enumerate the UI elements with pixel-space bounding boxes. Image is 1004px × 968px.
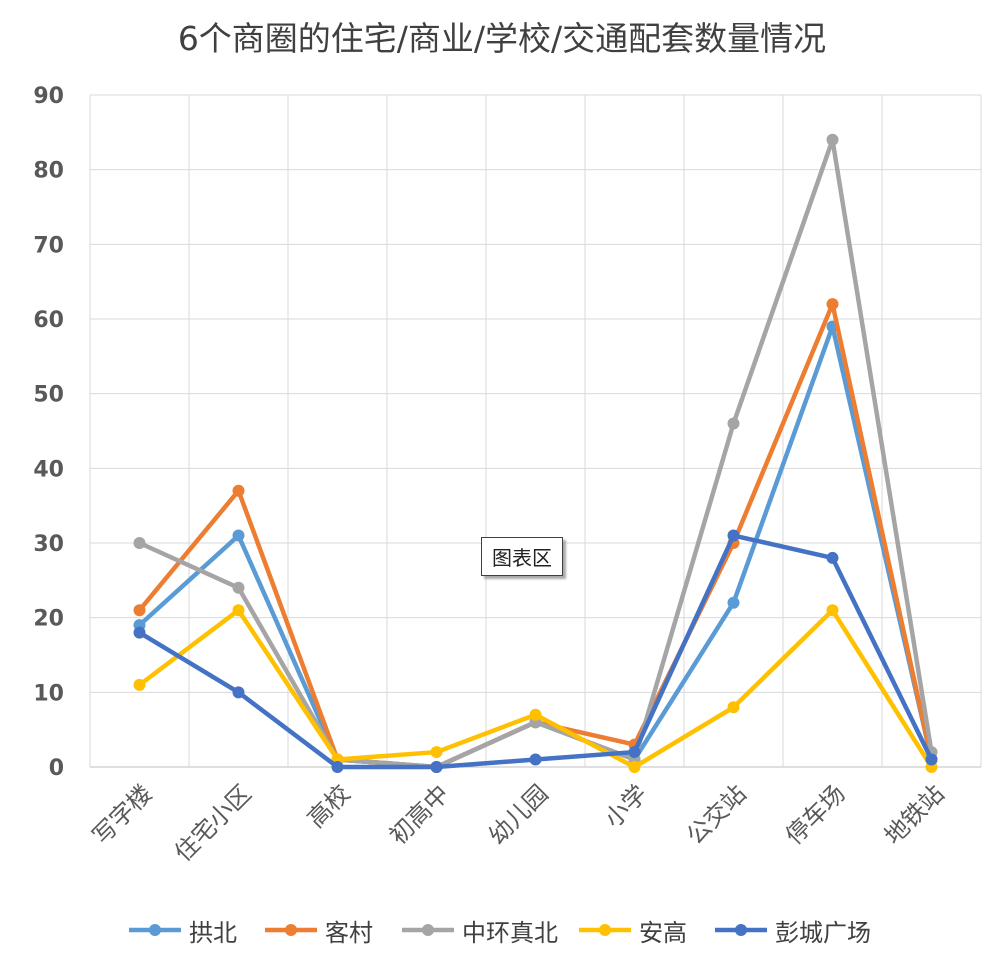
data-point <box>133 604 146 617</box>
legend-label: 中环真北 <box>462 918 558 947</box>
data-point <box>727 417 740 430</box>
data-point <box>133 626 146 639</box>
chart-area-tooltip: 图表区 <box>481 537 563 576</box>
y-tick-label: 80 <box>33 159 64 184</box>
y-tick-label: 0 <box>49 756 64 781</box>
legend-swatch <box>579 924 631 936</box>
data-point <box>232 484 245 497</box>
x-tick-label: 小学 <box>599 779 653 833</box>
data-point <box>133 678 146 691</box>
legend-label: 客村 <box>325 918 373 947</box>
legend-label: 彭城广场 <box>775 918 871 947</box>
legend-swatch <box>129 924 181 936</box>
legend-item[interactable]: 客村 <box>263 910 373 950</box>
x-tick-label: 公交站 <box>681 779 752 850</box>
y-tick-label: 90 <box>33 84 64 109</box>
y-tick-label: 10 <box>33 681 64 706</box>
data-point <box>826 298 839 311</box>
data-point <box>232 581 245 594</box>
data-point <box>727 596 740 609</box>
legend-label: 安高 <box>639 918 687 947</box>
x-tick-label: 停车场 <box>780 779 851 850</box>
data-point <box>727 529 740 542</box>
chart-legend: 拱北 客村 中环真北 安高 彭城广场 <box>0 910 1004 950</box>
data-point <box>331 761 344 773</box>
series-line <box>137 607 934 770</box>
legend-label: 拱北 <box>189 918 237 947</box>
y-tick-label: 30 <box>33 532 64 557</box>
y-tick-label: 60 <box>33 308 64 333</box>
data-point <box>232 686 245 699</box>
legend-item[interactable]: 中环真北 <box>400 910 558 950</box>
data-point <box>826 133 839 146</box>
x-tick-label: 写字楼 <box>87 779 158 850</box>
y-tick-label: 50 <box>33 383 64 408</box>
data-point <box>826 604 839 617</box>
y-tick-label: 70 <box>33 233 64 258</box>
y-tick-label: 40 <box>33 457 64 482</box>
series-line <box>137 137 934 770</box>
series-line <box>137 301 934 770</box>
data-point <box>727 701 740 714</box>
legend-item[interactable]: 彭城广场 <box>713 910 871 950</box>
x-tick-label: 高校 <box>302 779 356 833</box>
legend-item[interactable]: 拱北 <box>127 910 237 950</box>
data-point <box>430 746 443 759</box>
legend-swatch <box>402 924 454 936</box>
legend-swatch <box>265 924 317 936</box>
chart-title: 6个商圈的住宅/商业/学校/交通配套数量情况 <box>177 19 827 58</box>
data-point <box>628 761 641 773</box>
data-point <box>529 708 542 721</box>
data-point <box>628 746 641 759</box>
data-point <box>925 753 938 766</box>
x-tick-label: 地铁站 <box>879 779 950 850</box>
x-tick-label: 幼儿园 <box>483 779 554 850</box>
data-point <box>826 551 839 564</box>
x-tick-label: 初高中 <box>384 779 455 850</box>
legend-swatch <box>715 924 767 936</box>
legend-item[interactable]: 安高 <box>577 910 687 950</box>
data-point <box>430 761 443 773</box>
data-point <box>232 529 245 542</box>
data-point <box>529 753 542 766</box>
data-point <box>232 604 245 617</box>
data-point <box>133 537 146 549</box>
x-tick-label: 住宅小区 <box>169 779 257 867</box>
y-tick-label: 20 <box>33 607 64 632</box>
